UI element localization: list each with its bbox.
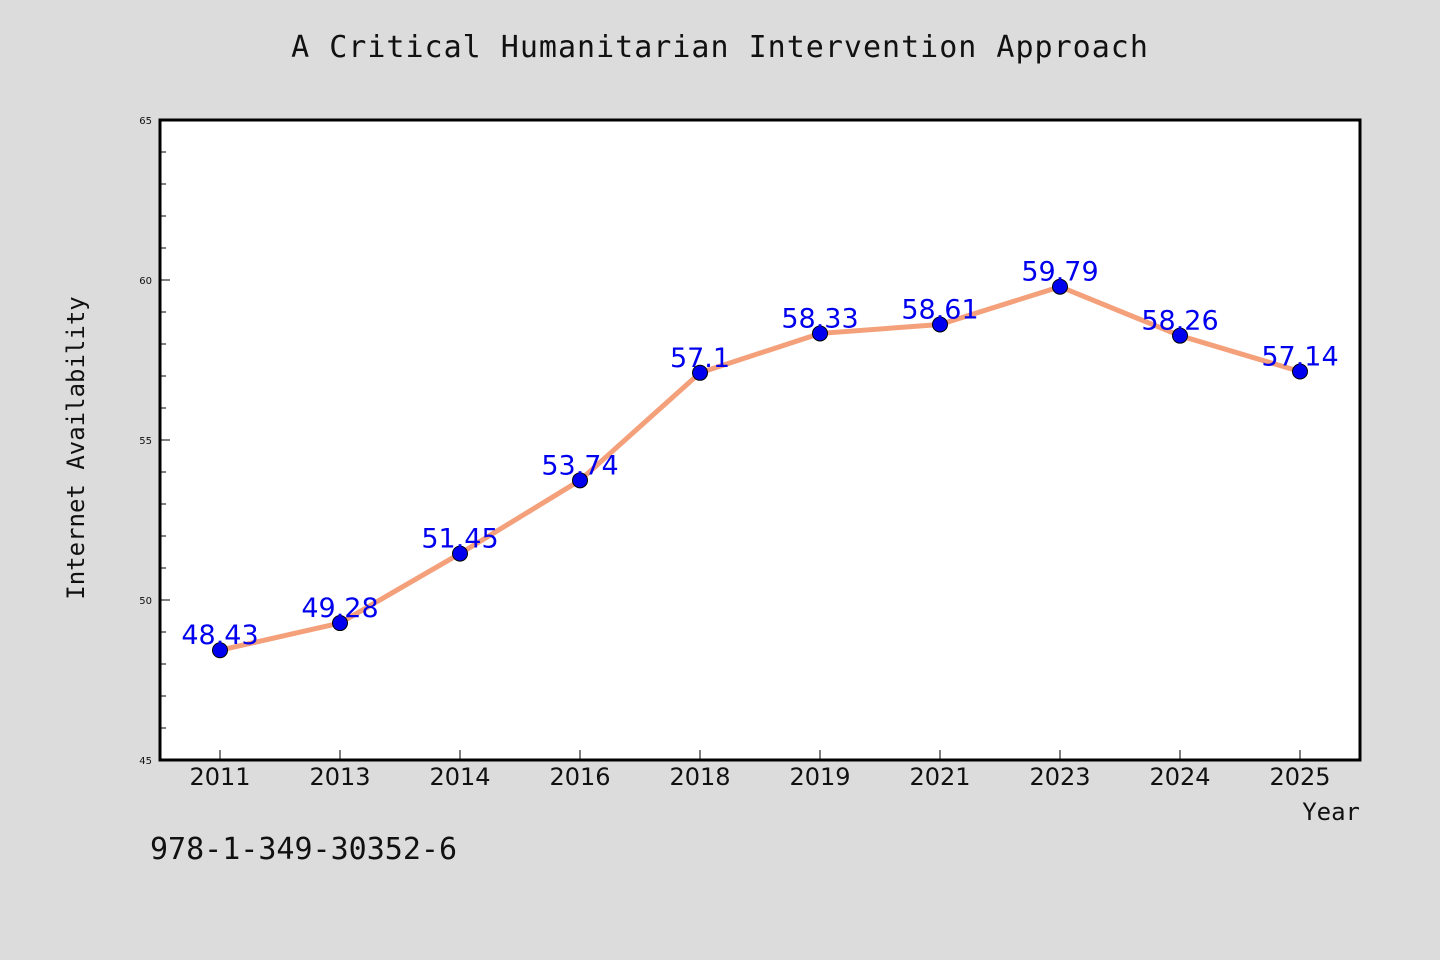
- data-point: [452, 545, 468, 562]
- data-label: 59.79: [1021, 257, 1098, 288]
- data-label: 53.74: [541, 450, 618, 481]
- plot-area: [158, 118, 1362, 762]
- data-label: 58.61: [901, 294, 978, 325]
- y-tick-label: 55: [139, 436, 152, 447]
- data-label: 51.45: [421, 524, 498, 555]
- data-point: [932, 316, 948, 333]
- x-tick-label: 2019: [789, 763, 850, 791]
- x-tick-label: 2021: [909, 763, 970, 791]
- data-label: 58.26: [1141, 306, 1218, 337]
- data-point: [1052, 278, 1068, 295]
- series-line: [219, 284, 1301, 653]
- x-tick-label: 2013: [309, 763, 370, 791]
- data-point: [1292, 363, 1308, 380]
- data-point: [812, 325, 828, 342]
- data-point: [332, 615, 348, 632]
- x-axis-label: Year: [1302, 798, 1360, 826]
- y-axis: 45 50 55 60 65: [139, 116, 170, 767]
- data-label: 57.14: [1261, 342, 1338, 373]
- data-points: [212, 278, 1308, 659]
- data-point: [572, 472, 588, 489]
- data-label: 58.33: [781, 303, 858, 334]
- y-tick-label: 65: [139, 116, 152, 127]
- x-tick-label: 2014: [429, 763, 490, 791]
- x-axis: 2011 2013 2014 2016 2018 2019 2021 2023 2024 2025: [189, 750, 1331, 791]
- y-axis-label: Internet Availability: [62, 296, 90, 599]
- data-label: 49.28: [301, 593, 378, 624]
- x-tick-label: 2018: [669, 763, 730, 791]
- x-tick-label: 2025: [1269, 763, 1330, 791]
- isbn-text: 978-1-349-30352-6: [150, 832, 458, 867]
- y-tick-label: 50: [139, 596, 152, 607]
- x-tick-label: 2016: [549, 763, 610, 791]
- data-label: 57.1: [670, 343, 730, 374]
- data-point: [212, 642, 228, 659]
- data-label: 48.43: [181, 620, 258, 651]
- y-tick-label: 45: [139, 756, 152, 767]
- x-tick-label: 2023: [1029, 763, 1090, 791]
- data-labels: 48.43 49.28 51.45 53.74 57.1 58.33 58.61 59.79 5…: [181, 257, 1338, 652]
- y-tick-label: 60: [139, 276, 152, 287]
- chart-title: A Critical Humanitarian Intervention App…: [291, 30, 1149, 65]
- x-tick-label: 2011: [189, 763, 250, 791]
- x-tick-label: 2024: [1149, 763, 1210, 791]
- data-point: [692, 364, 708, 381]
- data-point: [1172, 327, 1188, 344]
